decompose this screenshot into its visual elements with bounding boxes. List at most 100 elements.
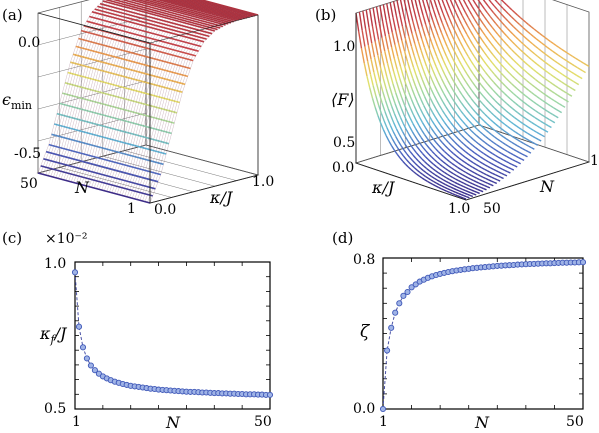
panel-b-surface-line	[462, 77, 467, 83]
panel-b-surface-line	[418, 125, 423, 131]
panel-b-surface-line	[476, 104, 480, 109]
panel-b-surface-line	[457, 138, 462, 142]
panel-b-surface-line	[490, 78, 495, 83]
panel-b-surface-line	[473, 64, 478, 70]
panel-b-surface-line	[460, 23, 465, 30]
panel-b-surface-line	[486, 55, 491, 60]
panel-b-surface-line	[534, 143, 539, 146]
panel-b-surface-line	[478, 107, 483, 112]
panel-b-surface-line	[579, 76, 583, 80]
panel-b-surface-line	[405, 158, 410, 163]
panel-b-surface-line	[500, 63, 505, 68]
panel-b-surface-line	[466, 196, 470, 199]
panel-b-surface-line	[469, 185, 473, 188]
panel-a-surface-line	[62, 92, 175, 124]
panel-b-surface-line	[422, 114, 427, 120]
panel-label-a: (a)	[2, 6, 23, 24]
panel-b-surface-line	[495, 123, 500, 128]
panel-b-surface-line	[475, 77, 480, 82]
panel-b-surface-line	[376, 69, 381, 82]
panel-b-surface-line	[455, 128, 460, 133]
panel-b-surface-line	[437, 35, 442, 44]
panel-b-surface-line	[501, 147, 506, 151]
panel-b-surface-line	[372, 7, 377, 25]
panel-b-surface-line	[546, 110, 551, 114]
panel-b-surface-line	[451, 67, 456, 73]
panel-b-surface-line	[529, 41, 534, 45]
panel-b-surface-line	[467, 56, 472, 62]
panel-b-surface-line	[461, 128, 466, 133]
panel-b-surface-line	[455, 54, 460, 60]
panel-b-surface-line	[448, 102, 453, 108]
panel-b-surface-line	[476, 191, 480, 195]
panel-b-surface-line	[464, 189, 469, 193]
panel-b-surface-line	[480, 186, 485, 190]
panel-b-surface-line	[513, 93, 517, 97]
panel-b-surface-line	[502, 7, 507, 12]
panel-b-surface-line	[520, 114, 524, 118]
panel-b-surface-line	[494, 136, 498, 140]
panel-b-surface-line	[554, 92, 558, 96]
panel-b-surface-line	[507, 20, 512, 25]
panel-b-surface-line	[502, 82, 506, 87]
panel-b-surface-line	[473, 101, 478, 106]
panel-b-surface-line	[469, 77, 473, 83]
panel-b-surface-line	[531, 84, 536, 88]
panel-b-surface-line	[422, 147, 427, 152]
panel-b-surface-line	[539, 97, 543, 102]
panel-b: (b) 1.0 0.5 ⟨F⟩ 0.0 1.0 κ/J 1 50 N	[315, 0, 599, 217]
panel-b-surface-line	[479, 175, 484, 178]
panel-b-surface-line	[576, 74, 580, 78]
panel-b-surface-line	[458, 9, 463, 16]
panel-b-surface-line	[459, 152, 463, 156]
panel-b-surface-line	[499, 140, 504, 144]
panel-b-surface-line	[539, 90, 544, 94]
panel-b-surface-line	[514, 12, 518, 16]
panel-b-surface-line	[459, 41, 464, 48]
panel-b-surface-line	[454, 135, 459, 140]
panel-a-surface-mesh	[47, 0, 121, 176]
panel-b-surface-line	[488, 101, 493, 106]
panel-b-surface-line	[442, 101, 447, 107]
panel-b-surface-line	[450, 121, 454, 127]
panel-b-surface-line	[449, 129, 454, 134]
panel-b-surface-line	[447, 118, 452, 123]
panel-b-surface-line	[479, 178, 483, 182]
panel-c-scale-note: ×10⁻²	[45, 231, 88, 247]
panel-b-surface-line	[435, 148, 439, 153]
panel-a-z-tick-bottom: -0.5	[14, 146, 41, 162]
panel-b-surface-line	[431, 19, 436, 29]
panel-b-surface-line	[483, 152, 487, 156]
panel-b-surface-line	[489, 171, 493, 175]
panel-b-surface-line	[422, 0, 425, 4]
panel-b-surface-line	[456, 189, 460, 192]
panel-b-surface-line	[390, 115, 395, 124]
panel-b-surface-line	[416, 64, 421, 73]
panel-b-surface-line	[459, 1, 464, 8]
panel-b-surface-line	[521, 153, 526, 157]
panel-b-surface-line	[425, 12, 430, 23]
panel-b-surface-line	[466, 163, 471, 167]
panel-b-surface-line	[501, 152, 505, 156]
panel-b-surface-line	[460, 102, 465, 108]
panel-c-x-label: N	[165, 413, 181, 432]
panel-b-surface-line	[562, 65, 567, 69]
panel-b-surface-line	[441, 170, 445, 174]
panel-b-surface-line	[457, 144, 461, 148]
panel-b-surface-line	[474, 119, 479, 124]
panel-b-surface-line	[528, 119, 532, 123]
panel-b-surface-line	[453, 187, 457, 191]
panel-b-surface-line	[520, 141, 524, 144]
panel-a-surface-mesh	[65, 0, 149, 181]
panel-b-surface-line	[438, 168, 443, 172]
panel-b-surface-line	[462, 121, 467, 126]
panel-b-surface-line	[530, 91, 535, 96]
panel-b-surface-line	[488, 0, 492, 4]
panel-b-surface-line	[489, 151, 493, 155]
panel-b-surface-line	[526, 111, 530, 115]
panel-b-surface-line	[432, 103, 437, 110]
panel-b-surface-line	[555, 115, 559, 119]
panel-b-surface-line	[535, 38, 540, 42]
panel-b-surface-line	[528, 145, 532, 149]
